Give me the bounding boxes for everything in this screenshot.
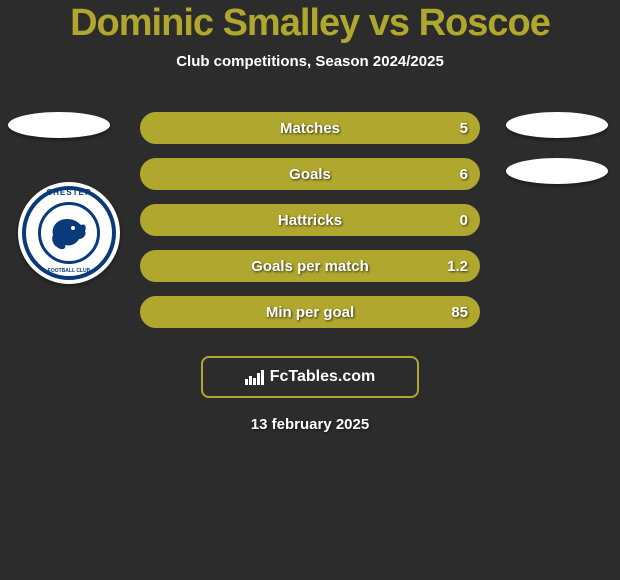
club-logo-ring: CHESTER FOOTBALL CLUB (22, 186, 116, 280)
stat-bar: Min per goal 85 (140, 296, 480, 328)
stat-label: Hattricks (278, 212, 342, 229)
stat-label: Matches (280, 120, 340, 137)
player-token-right-2 (506, 158, 608, 184)
stat-value: 5 (460, 120, 468, 137)
stat-label: Min per goal (266, 304, 354, 321)
stat-label: Goals per match (251, 258, 369, 275)
player-token-right-1 (506, 112, 608, 138)
lion-icon (47, 213, 91, 253)
page-title: Dominic Smalley vs Roscoe (70, 2, 550, 45)
stat-value: 6 (460, 166, 468, 183)
club-logo-top-text: CHESTER (46, 188, 91, 197)
stat-bar: Hattricks 0 (140, 204, 480, 236)
stat-bar: Matches 5 (140, 112, 480, 144)
club-logo: CHESTER FOOTBALL CLUB (18, 182, 120, 284)
chart-icon (245, 370, 264, 385)
stat-value: 1.2 (447, 258, 468, 275)
branding-text: FcTables.com (270, 368, 376, 386)
branding-box: FcTables.com (201, 356, 419, 398)
main-container: Dominic Smalley vs Roscoe Club competiti… (0, 0, 620, 433)
subtitle: Club competitions, Season 2024/2025 (176, 53, 444, 70)
stat-value: 85 (451, 304, 468, 321)
stat-row: Min per goal 85 (0, 296, 620, 328)
stat-bar: Goals 6 (140, 158, 480, 190)
date-text: 13 february 2025 (251, 416, 369, 433)
stat-bar: Goals per match 1.2 (140, 250, 480, 282)
club-logo-bottom-text: FOOTBALL CLUB (48, 268, 90, 274)
stat-label: Goals (289, 166, 331, 183)
club-logo-inner (38, 202, 100, 264)
stats-area: CHESTER FOOTBALL CLUB Matches 5 Goals 6 Hatt… (0, 112, 620, 342)
stat-value: 0 (460, 212, 468, 229)
player-token-left (8, 112, 110, 138)
